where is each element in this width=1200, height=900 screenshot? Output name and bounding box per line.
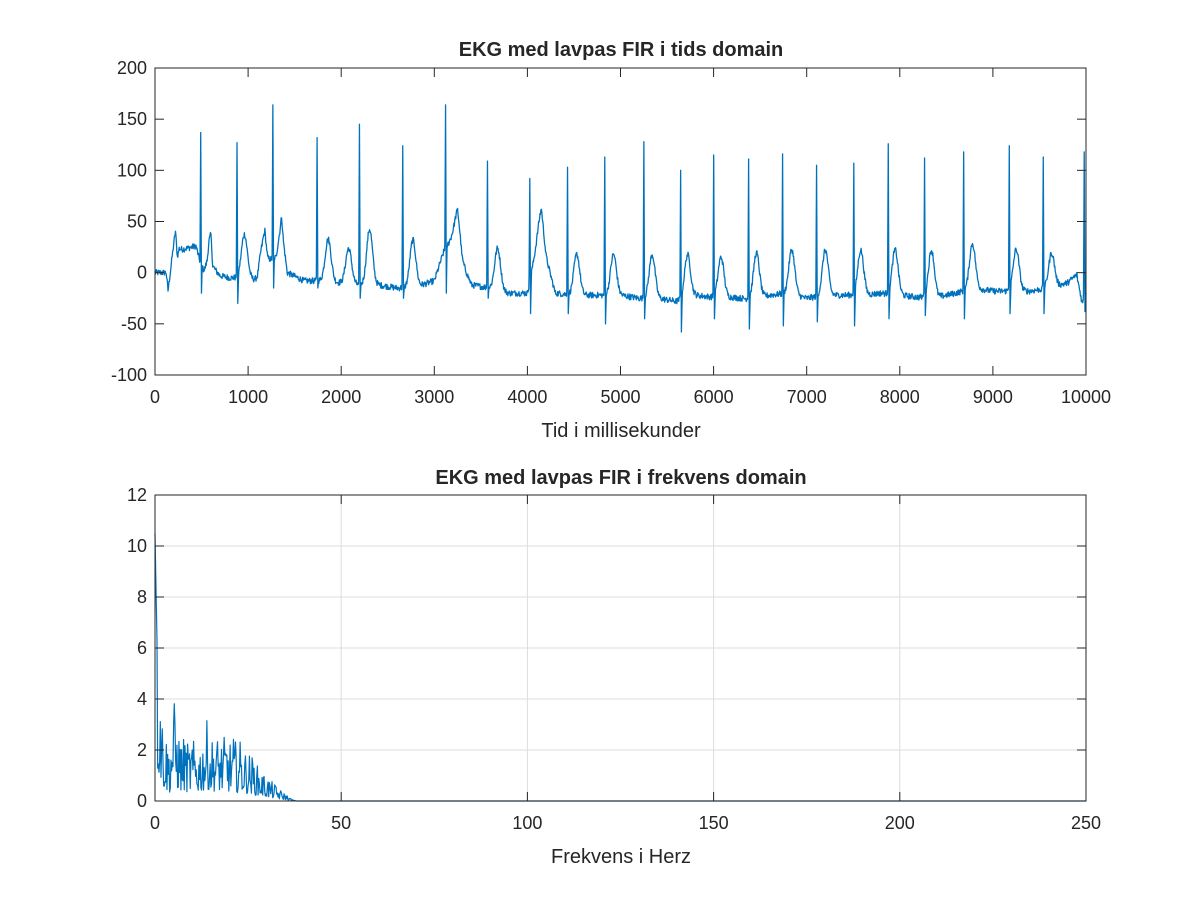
x-tick-label: 2000 [321, 387, 361, 407]
y-tick-label: 2 [137, 740, 147, 760]
y-tick-label: 200 [117, 58, 147, 78]
time-domain-title: EKG med lavpas FIR i tids domain [459, 39, 784, 61]
x-tick-label: 9000 [973, 387, 1013, 407]
y-tick-label: -100 [111, 365, 147, 385]
time-domain-axes: EKG med lavpas FIR i tids domain 0 1000 20… [111, 39, 1111, 442]
x-tick-label: 3000 [414, 387, 454, 407]
ekg-time-series-line [154, 104, 1087, 333]
time-domain-plot-area [155, 68, 1086, 375]
frequency-domain-xlabel: Frekvens i Herz [551, 846, 691, 868]
frequency-domain-axes: EKG med lavpas FIR i frekvens domain 0 50… [127, 467, 1101, 868]
y-tick-label: 12 [127, 485, 147, 505]
y-tick-label: 50 [127, 212, 147, 232]
x-tick-label: 6000 [694, 387, 734, 407]
y-tick-label: 10 [127, 536, 147, 556]
y-tick-label: 0 [137, 263, 147, 283]
x-tick-label: 200 [885, 813, 915, 833]
y-tick-label: 150 [117, 109, 147, 129]
y-tick-label: -50 [121, 314, 147, 334]
frequency-domain-title: EKG med lavpas FIR i frekvens domain [435, 467, 806, 489]
x-tick-label: 250 [1071, 813, 1101, 833]
x-tick-label: 5000 [600, 387, 640, 407]
x-tick-label: 100 [512, 813, 542, 833]
y-tick-label: 8 [137, 587, 147, 607]
time-domain-xlabel: Tid i millisekunder [541, 420, 701, 442]
x-tick-label: 0 [150, 813, 160, 833]
y-tick-label: 4 [137, 689, 147, 709]
x-tick-label: 50 [331, 813, 351, 833]
y-tick-label: 100 [117, 160, 147, 180]
x-tick-label: 150 [699, 813, 729, 833]
x-tick-label: 0 [150, 387, 160, 407]
y-tick-label: 0 [137, 791, 147, 811]
x-tick-label: 4000 [507, 387, 547, 407]
x-tick-label: 1000 [228, 387, 268, 407]
x-tick-label: 8000 [880, 387, 920, 407]
x-tick-label: 10000 [1061, 387, 1111, 407]
y-tick-label: 6 [137, 638, 147, 658]
x-tick-label: 7000 [787, 387, 827, 407]
